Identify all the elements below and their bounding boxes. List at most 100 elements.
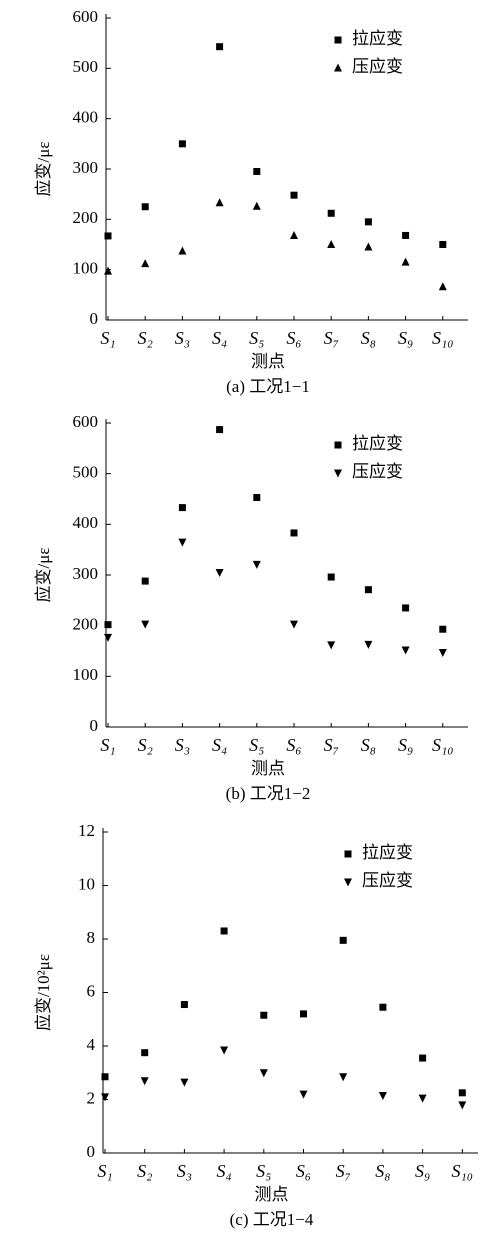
x-tick-label: S₄: [216, 1161, 231, 1181]
point: [104, 633, 112, 642]
point: [101, 1093, 109, 1102]
x-tick-label: S₅: [249, 735, 264, 755]
y-tick-label: 600: [73, 7, 99, 26]
y-tick-label: 200: [73, 615, 99, 634]
x-tick-label: S₁: [100, 735, 115, 755]
x-tick-label: S₂: [138, 735, 153, 755]
x-tick-label: S₈: [375, 1161, 390, 1181]
legend-label: 拉应变: [362, 843, 413, 862]
point: [290, 230, 298, 239]
point: [140, 1077, 149, 1086]
subtitle: (b) 工况1−2: [226, 784, 311, 803]
point: [220, 927, 228, 935]
point: [216, 43, 224, 51]
point: [252, 560, 261, 569]
x-tick-label: S₇: [324, 735, 339, 755]
point: [178, 504, 186, 512]
y-axis-label: 应变/10²με: [34, 954, 53, 1031]
point: [364, 640, 373, 649]
y-tick-label: 6: [87, 981, 96, 1000]
point: [178, 246, 187, 255]
x-tick-label: S₃: [175, 328, 190, 348]
point: [439, 625, 447, 633]
y-axis-label: 应变/με: [34, 142, 53, 197]
x-axis-label: 测点: [251, 759, 285, 778]
point: [253, 493, 261, 501]
y-tick-label: 8: [87, 928, 96, 947]
subtitle: (c) 工况1−4: [230, 1210, 314, 1229]
point: [438, 649, 447, 658]
x-tick-label: S₃: [177, 1161, 192, 1181]
point: [458, 1101, 467, 1110]
x-tick-label: S₁₀: [452, 1161, 474, 1181]
point: [327, 209, 335, 217]
point: [104, 266, 112, 275]
chart: 0 2 4 6 8 10 12 S₁ S₂ S₃ S₄ S₅ S₆ S₇ S₈ S₉ S₁₀ 测点 (c) 工况1−…: [34, 821, 478, 1229]
point: [402, 231, 410, 239]
legend-label: 压应变: [352, 462, 403, 481]
point: [260, 1011, 268, 1019]
legend-marker: [334, 469, 342, 478]
x-tick-label: S₆: [296, 1161, 311, 1181]
point: [180, 1001, 188, 1009]
point: [300, 1010, 307, 1018]
point: [215, 568, 224, 577]
point: [104, 621, 112, 629]
point: [259, 1069, 268, 1078]
y-tick-label: 500: [73, 463, 99, 482]
point: [458, 1089, 466, 1097]
point: [299, 1090, 308, 1099]
legend-label: 压应变: [362, 871, 413, 890]
x-tick-label: S₄: [212, 735, 227, 755]
point: [141, 203, 149, 211]
x-tick-label: S₁₀: [432, 328, 454, 348]
x-tick-label: S₁: [100, 328, 115, 348]
x-tick-label: S₃: [175, 735, 190, 755]
point: [290, 529, 298, 537]
y-tick-label: 10: [78, 874, 95, 893]
y-tick-label: 12: [78, 821, 95, 840]
point: [141, 620, 150, 629]
y-tick-label: 400: [73, 108, 99, 127]
y-tick-label: 400: [73, 513, 99, 532]
x-tick-label: S₄: [212, 328, 227, 348]
y-tick-label: 100: [73, 259, 99, 278]
y-tick-label: 0: [90, 309, 99, 328]
x-axis-label: 测点: [251, 352, 285, 371]
point: [178, 140, 186, 148]
point: [101, 1073, 109, 1081]
point: [290, 191, 298, 199]
y-axis-label: 应变/με: [34, 548, 53, 603]
x-tick-label: S₆: [286, 735, 301, 755]
subtitle: (a) 工况1−1: [226, 377, 310, 396]
point: [215, 198, 224, 207]
legend-marker: [344, 850, 352, 858]
point: [141, 577, 149, 585]
x-tick-label: S₉: [415, 1161, 430, 1181]
point: [439, 241, 447, 248]
x-axis-label: 测点: [255, 1185, 289, 1204]
point: [418, 1094, 427, 1103]
x-tick-label: S₈: [361, 735, 376, 755]
point: [180, 1078, 189, 1087]
point: [327, 573, 335, 581]
y-tick-label: 300: [73, 158, 99, 177]
point: [104, 232, 112, 240]
y-tick-label: 2: [87, 1088, 96, 1107]
x-tick-label: S₇: [336, 1161, 351, 1181]
x-tick-label: S₉: [398, 735, 413, 755]
y-tick-label: 600: [73, 412, 99, 431]
y-tick-label: 300: [73, 564, 99, 583]
x-tick-label: S₅: [256, 1161, 271, 1181]
point: [253, 168, 261, 176]
point: [290, 620, 298, 629]
point: [402, 604, 410, 612]
point: [364, 242, 373, 251]
legend-marker: [334, 63, 342, 72]
legend-marker: [344, 878, 352, 887]
point: [178, 538, 187, 547]
y-tick-label: 4: [87, 1035, 96, 1054]
y-tick-label: 0: [90, 716, 99, 735]
legend-label: 拉应变: [352, 434, 403, 453]
